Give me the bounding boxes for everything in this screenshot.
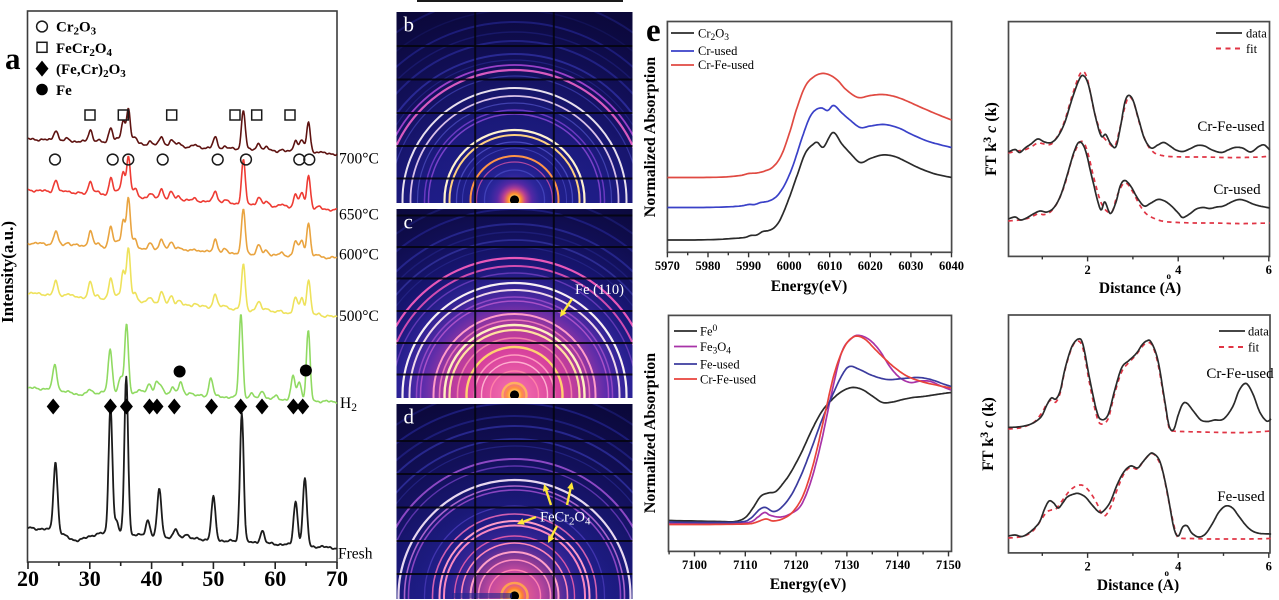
svg-text:700°C: 700°C xyxy=(339,151,379,168)
svg-text:o: o xyxy=(1167,271,1172,281)
svg-text:fit: fit xyxy=(1248,341,1260,355)
svg-text:7120: 7120 xyxy=(784,558,809,572)
svg-text:Fe-used: Fe-used xyxy=(1217,489,1265,505)
svg-text:6000: 6000 xyxy=(777,259,802,273)
svg-text:Fe (110): Fe (110) xyxy=(575,282,624,298)
svg-text:c: c xyxy=(404,210,413,234)
svg-text:Cr2O3: Cr2O3 xyxy=(56,20,97,38)
svg-text:FeCr2O4: FeCr2O4 xyxy=(540,510,591,528)
svg-text:Cr-used: Cr-used xyxy=(698,44,738,58)
svg-text:4: 4 xyxy=(1175,263,1182,277)
svg-text:Cr-used: Cr-used xyxy=(1213,182,1261,198)
svg-text:6040: 6040 xyxy=(939,259,964,273)
svg-text:Distance (A): Distance (A) xyxy=(1099,280,1181,297)
svg-text:Intensity(a.u.): Intensity(a.u.) xyxy=(0,221,17,323)
svg-text:7100: 7100 xyxy=(682,558,707,572)
svg-text:600°C: 600°C xyxy=(339,247,379,264)
svg-text:40: 40 xyxy=(141,566,163,591)
svg-text:Cr-Fe-used: Cr-Fe-used xyxy=(1206,366,1274,382)
svg-text:Fe-used: Fe-used xyxy=(700,358,740,372)
svg-text:Energy(eV): Energy(eV) xyxy=(770,576,847,593)
svg-text:5990: 5990 xyxy=(736,259,761,273)
svg-text:2: 2 xyxy=(1084,263,1090,277)
svg-text:Fe: Fe xyxy=(56,83,72,99)
svg-text:7150: 7150 xyxy=(936,558,961,572)
svg-text:6: 6 xyxy=(1266,263,1272,277)
svg-text:5970: 5970 xyxy=(655,259,680,273)
svg-text:60: 60 xyxy=(264,566,286,591)
svg-text:650°C: 650°C xyxy=(339,207,379,224)
svg-text:FeCr2O4: FeCr2O4 xyxy=(56,41,112,59)
svg-text:e: e xyxy=(646,13,661,49)
svg-text:o: o xyxy=(1165,568,1170,578)
svg-text:data: data xyxy=(1246,27,1267,41)
svg-text:FT k3 c (k): FT k3 c (k) xyxy=(980,102,1000,176)
svg-text:30: 30 xyxy=(79,566,101,591)
svg-text:7130: 7130 xyxy=(834,558,859,572)
svg-text:Cr-Fe-used: Cr-Fe-used xyxy=(700,373,757,387)
svg-text:6: 6 xyxy=(1266,560,1272,574)
svg-text:6010: 6010 xyxy=(817,259,842,273)
svg-text:b: b xyxy=(404,13,415,37)
svg-text:5980: 5980 xyxy=(696,259,721,273)
svg-text:7110: 7110 xyxy=(733,558,757,572)
svg-text:6020: 6020 xyxy=(858,259,883,273)
svg-text:7140: 7140 xyxy=(885,558,910,572)
svg-text:Cr-Fe-used: Cr-Fe-used xyxy=(1197,119,1265,135)
svg-text:2: 2 xyxy=(1084,560,1090,574)
svg-text:Distance (A): Distance (A) xyxy=(1097,577,1179,594)
svg-text:d: d xyxy=(404,405,415,429)
svg-text:Cr-Fe-used: Cr-Fe-used xyxy=(698,58,755,72)
svg-text:data: data xyxy=(1248,325,1269,339)
svg-text:6030: 6030 xyxy=(898,259,923,273)
svg-text:20: 20 xyxy=(17,566,39,591)
svg-text:500°C: 500°C xyxy=(339,308,379,325)
svg-text:Energy(eV): Energy(eV) xyxy=(771,278,848,295)
svg-text:a: a xyxy=(5,41,21,76)
svg-text:4: 4 xyxy=(1175,560,1182,574)
svg-text:(Fe,Cr)2O3: (Fe,Cr)2O3 xyxy=(56,62,126,80)
svg-text:50: 50 xyxy=(202,566,224,591)
svg-text:Normalized Absorption: Normalized Absorption xyxy=(642,353,659,514)
svg-text:FT k3 c (k): FT k3 c (k) xyxy=(977,397,997,471)
svg-text:fit: fit xyxy=(1246,42,1258,56)
svg-text:Fe3O4: Fe3O4 xyxy=(700,340,731,357)
svg-text:Fresh: Fresh xyxy=(338,546,373,563)
svg-text:Normalized Absorption: Normalized Absorption xyxy=(642,57,659,218)
svg-text:Cr2O3: Cr2O3 xyxy=(698,27,729,44)
svg-text:70: 70 xyxy=(326,566,348,591)
